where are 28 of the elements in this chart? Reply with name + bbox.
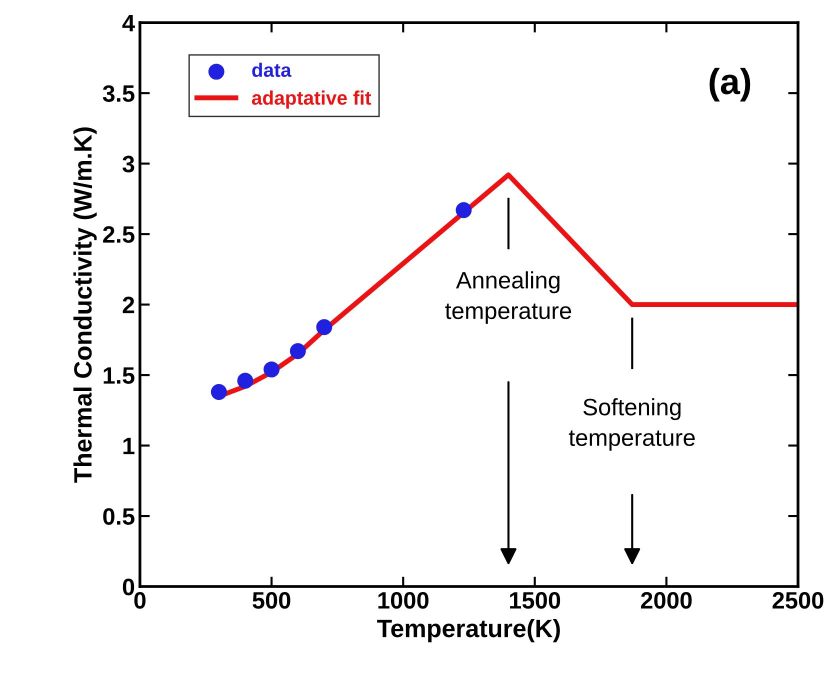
y-tick-label: 2 <box>122 296 134 314</box>
point <box>210 384 227 400</box>
x-tick-label: 2500 <box>772 592 824 609</box>
point <box>290 343 306 360</box>
point <box>456 202 472 218</box>
y-tick-label: 3.5 <box>102 85 134 102</box>
y-tick-label: 2.5 <box>103 226 134 243</box>
x-tick-label: 1000 <box>378 592 428 609</box>
x-tick-label: 500 <box>252 592 290 609</box>
y-tick-label: 0 <box>122 578 134 596</box>
ref-line-label: Softening temperature <box>568 398 695 451</box>
y-tick-label: 1 <box>123 438 134 454</box>
legend-label: data <box>252 62 292 77</box>
x-tick-label: 2000 <box>640 592 692 609</box>
annotation: (a) <box>710 68 750 102</box>
y-tick-label: 1.5 <box>104 367 134 384</box>
x-tick-label: 1500 <box>510 592 560 609</box>
legend-label: adaptative fit <box>252 90 372 109</box>
y-tick-label: 4 <box>122 14 135 32</box>
point <box>316 319 332 336</box>
x-tick-label: 0 <box>134 592 146 609</box>
ref-line-label: Annealing temperature <box>445 271 572 324</box>
y-axis-title: Thermal Conductivity (W/m.K) <box>73 127 97 483</box>
y-tick-label: 3 <box>122 156 134 172</box>
x-axis-title: Temperature(K) <box>377 618 560 642</box>
point <box>237 372 254 389</box>
point <box>264 361 280 378</box>
y-tick-label: 0.5 <box>103 508 134 525</box>
